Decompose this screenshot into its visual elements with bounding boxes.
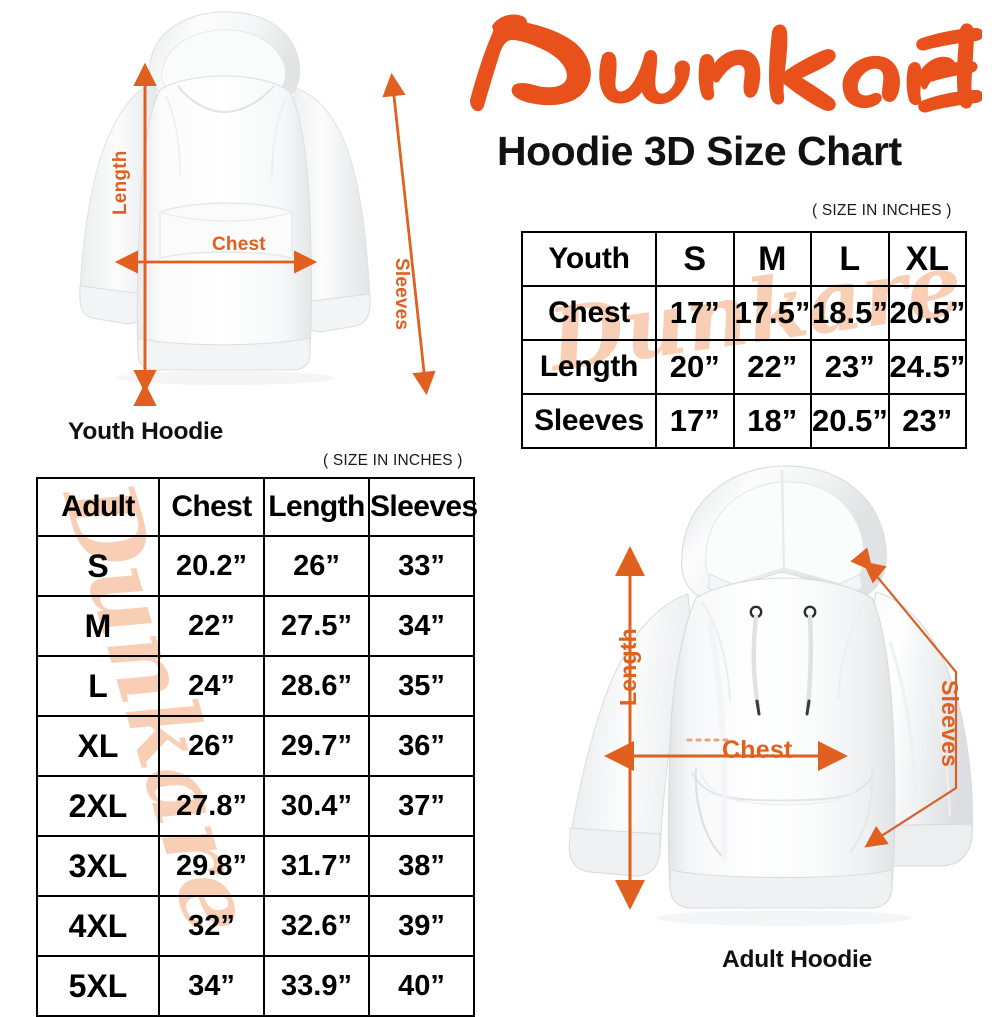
adult-3xl-sleeves: 38”	[368, 835, 475, 897]
table-row: Adult Chest Length Sleeves	[36, 477, 478, 537]
youth-chest-l: 18.5”	[810, 285, 890, 341]
youth-chest-label: Chest	[212, 234, 266, 255]
youth-size-unit-note: ( SIZE IN INCHES )	[812, 202, 952, 219]
youth-sleeves-m: 18”	[732, 393, 812, 449]
youth-col-s: S	[655, 231, 735, 287]
adult-size-5xl: 5XL	[36, 955, 160, 1017]
adult-xl-chest: 26”	[158, 715, 265, 777]
table-row: 4XL 32” 32.6” 39”	[36, 895, 475, 957]
adult-col-chest: Chest	[158, 477, 265, 537]
youth-size-table: Youth S M L XL Chest 17” 17.5” 18.5” 20.…	[521, 231, 967, 449]
adult-4xl-sleeves: 39”	[368, 895, 475, 957]
youth-size-table-wrapper: Youth S M L XL Chest 17” 17.5” 18.5” 20.…	[521, 231, 967, 449]
adult-4xl-length: 32.6”	[263, 895, 370, 957]
adult-4xl-chest: 32”	[158, 895, 265, 957]
youth-sleeves-s: 17”	[655, 393, 735, 449]
adult-l-length: 28.6”	[263, 655, 370, 717]
youth-chest-m: 17.5”	[732, 285, 812, 341]
table-row: 2XL 27.8” 30.4” 37”	[36, 775, 475, 837]
youth-sleeves-label: Sleeves	[391, 258, 412, 331]
youth-length-xl: 24.5”	[887, 339, 967, 395]
adult-2xl-length: 30.4”	[263, 775, 370, 837]
youth-col-l: L	[810, 231, 890, 287]
youth-corner-label: Youth	[521, 231, 657, 287]
adult-3xl-chest: 29.8”	[158, 835, 265, 897]
table-row: XL 26” 29.7” 36”	[36, 715, 475, 777]
adult-5xl-sleeves: 40”	[368, 955, 475, 1017]
youth-length-m: 22”	[732, 339, 812, 395]
adult-s-sleeves: 33”	[368, 535, 475, 597]
adult-2xl-chest: 27.8”	[158, 775, 265, 837]
table-row: 3XL 29.8” 31.7” 38”	[36, 835, 475, 897]
adult-2xl-sleeves: 37”	[368, 775, 475, 837]
adult-size-4xl: 4XL	[36, 895, 160, 957]
adult-3xl-length: 31.7”	[263, 835, 370, 897]
adult-size-m: M	[36, 595, 160, 657]
table-row: M 22” 27.5” 34”	[36, 595, 475, 657]
adult-measurement-overlay	[560, 452, 1000, 942]
youth-col-m: M	[732, 231, 812, 287]
page-title: Hoodie 3D Size Chart	[497, 128, 902, 174]
adult-xl-sleeves: 36”	[368, 715, 475, 777]
youth-length-s: 20”	[655, 339, 735, 395]
adult-s-length: 26”	[263, 535, 370, 597]
adult-hoodie-caption: Adult Hoodie	[722, 946, 873, 973]
adult-5xl-length: 33.9”	[263, 955, 370, 1017]
adult-length-label: Length	[615, 628, 641, 706]
adult-m-chest: 22”	[158, 595, 265, 657]
adult-m-length: 27.5”	[263, 595, 370, 657]
adult-sleeves-label: Sleeves	[937, 680, 963, 768]
brand-logo	[462, 8, 982, 123]
youth-length-label: Length	[110, 150, 131, 215]
adult-l-chest: 24”	[158, 655, 265, 717]
youth-sleeves-l: 20.5”	[810, 393, 890, 449]
adult-size-l: L	[36, 655, 160, 717]
youth-measurement-overlay	[58, 6, 458, 416]
adult-size-unit-note: ( SIZE IN INCHES )	[323, 452, 463, 469]
adult-size-xl: XL	[36, 715, 160, 777]
adult-5xl-chest: 34”	[158, 955, 265, 1017]
table-row: L 24” 28.6” 35”	[36, 655, 475, 717]
youth-length-l: 23”	[810, 339, 890, 395]
youth-hoodie-caption: Youth Hoodie	[68, 418, 224, 445]
youth-row-label-sleeves: Sleeves	[521, 393, 657, 449]
adult-size-2xl: 2XL	[36, 775, 160, 837]
adult-size-s: S	[36, 535, 160, 597]
adult-size-table-wrapper: Adult Chest Length Sleeves S 20.2” 26” 3…	[36, 477, 478, 1017]
adult-xl-length: 29.7”	[263, 715, 370, 777]
youth-col-xl: XL	[887, 231, 967, 287]
table-row: 5XL 34” 33.9” 40”	[36, 955, 475, 1017]
table-row: Sleeves 17” 18” 20.5” 23”	[521, 393, 967, 449]
youth-chest-s: 17”	[655, 285, 735, 341]
adult-col-sleeves: Sleeves	[368, 477, 478, 537]
adult-size-3xl: 3XL	[36, 835, 160, 897]
adult-s-chest: 20.2”	[158, 535, 265, 597]
adult-corner-label: Adult	[36, 477, 160, 537]
youth-sleeves-xl: 23”	[887, 393, 967, 449]
youth-row-label-chest: Chest	[521, 285, 657, 341]
adult-m-sleeves: 34”	[368, 595, 475, 657]
table-row: S 20.2” 26” 33”	[36, 535, 475, 597]
adult-col-length: Length	[263, 477, 370, 537]
youth-chest-xl: 20.5”	[887, 285, 967, 341]
youth-row-label-length: Length	[521, 339, 657, 395]
adult-size-table: Adult Chest Length Sleeves S 20.2” 26” 3…	[36, 477, 478, 1017]
table-row: Length 20” 22” 23” 24.5”	[521, 339, 967, 395]
adult-l-sleeves: 35”	[368, 655, 475, 717]
table-row: Chest 17” 17.5” 18.5” 20.5”	[521, 285, 967, 341]
table-row: Youth S M L XL	[521, 231, 967, 287]
adult-chest-label: Chest	[722, 736, 793, 764]
